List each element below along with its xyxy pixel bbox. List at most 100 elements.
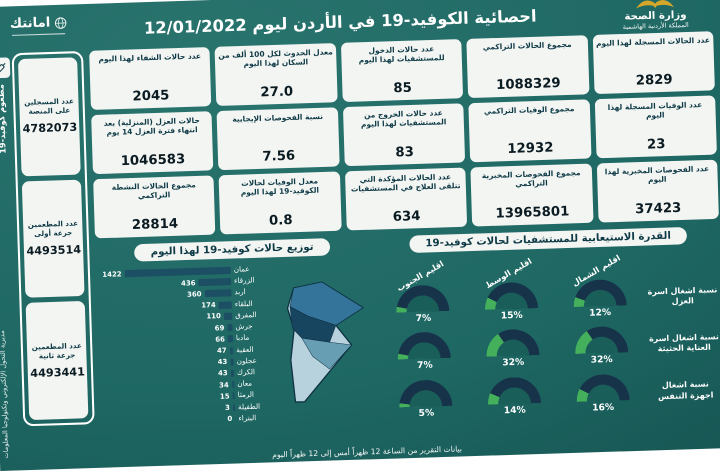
stat-card: عدد الوفيات المسجلة لهذا اليوم 23: [594, 95, 717, 158]
stat-value: 12932: [507, 140, 554, 157]
gauge-value: 32%: [502, 358, 524, 369]
stat-value: 28814: [132, 216, 179, 233]
gauge: 12%: [555, 275, 645, 323]
stat-card: معدل الوفيات لحالات الكوفيد-19 لهذا اليو…: [219, 172, 342, 235]
bar-label: جرش: [232, 323, 273, 331]
bar-value: 34: [219, 381, 229, 389]
gauge-value: 5%: [418, 408, 434, 419]
vaccination-item: عدد المطعمين جرعة ثانية 4493441: [26, 301, 88, 420]
gauge: 5%: [381, 375, 471, 423]
gauge-row-label: نسبة اشغال اسرة العناية الحثيثة: [645, 320, 720, 368]
stat-value: 83: [395, 145, 414, 161]
bar: [228, 335, 233, 342]
gauge-value: 12%: [589, 308, 611, 319]
bar-value: 3: [225, 404, 230, 412]
stat-value: 1088329: [496, 76, 561, 93]
bar-value: 43: [218, 369, 228, 377]
bar: [230, 358, 233, 365]
stat-value: 27.0: [260, 84, 293, 100]
stat-label: مجموع الحالات النشطة التراكمي: [96, 180, 211, 202]
bar-label: عجلون: [233, 357, 274, 365]
stat-label: عدد الفحوصات المخبرية لهذا اليوم: [600, 164, 715, 186]
vaccination-value: 4493441: [30, 365, 85, 380]
region-header: اقليم الوسط: [466, 252, 555, 279]
stat-value: 1046583: [120, 152, 185, 169]
gauge-row-label: نسبة اشغال اجهزة التنفس: [646, 367, 720, 415]
gauge-value: 7%: [417, 361, 433, 372]
stat-label: عدد حالات الشفاء لهذا اليوم: [98, 51, 201, 64]
stat-value: 634: [393, 209, 421, 225]
vaccination-label: عدد المطعمين جرعة أولى: [26, 219, 81, 239]
gauge-value: 14%: [504, 405, 526, 416]
vaccination-item: عدد المطعمين جرعة أولى 4493514: [22, 179, 84, 298]
stat-card: عدد حالات الدخول للمستشفيات لهذا اليوم 85: [341, 39, 464, 102]
bar: [230, 347, 234, 354]
bar-label: مادبا: [233, 334, 274, 342]
gauge: 32%: [556, 322, 646, 370]
stat-label: عدد الحالات المؤكدة التي تتلقى العلاج في…: [348, 172, 463, 194]
bar: [233, 404, 235, 411]
stat-value: 85: [393, 80, 412, 96]
bar-value: 43: [218, 358, 228, 366]
vaccination-value: 4782073: [22, 121, 77, 136]
vaccination-tag-label: مطعوم كوفيد-19: [0, 84, 8, 154]
vaccination-value: 4493514: [26, 243, 81, 258]
distribution-title: توزيع حالات كوفيد-19 لهذا اليوم: [134, 238, 330, 261]
stat-value: 2829: [636, 72, 673, 88]
bar-value: 110: [206, 312, 221, 321]
bottom-row: القدرة الاستيعابية للمستشفيات لحالات كوف…: [95, 226, 720, 432]
stat-label: عدد الوفيات المسجلة لهذا اليوم: [598, 100, 713, 122]
region-header: اقليم الجنوب: [377, 254, 466, 281]
bar-label: الطفيلة: [235, 403, 276, 411]
bar-value: 1422: [102, 270, 122, 279]
stat-card: معدل الحدوث لكل 100 ألف من السكان لهذا ا…: [215, 43, 338, 106]
stat-value: 0.8: [269, 213, 293, 229]
bar-value: 174: [201, 301, 216, 310]
bar-value: 0: [227, 415, 232, 423]
vaccination-panel: عدد المسجلين على المنصة 4782073 عدد المط…: [0, 49, 95, 435]
gauge-row-label: نسبة اشغال اسرة العزل: [643, 273, 720, 321]
footer-note: بيانات التقرير من الساعة 12 ظهراً أمس إل…: [0, 436, 720, 468]
stat-label: عدد حالات الدخول للمستشفيات لهذا اليوم: [344, 43, 459, 65]
globe-icon: [54, 16, 67, 29]
logo-divider: [12, 33, 65, 36]
hospital-capacity-section: القدرة الاستيعابية للمستشفيات لحالات كوف…: [377, 226, 720, 423]
bar-label: الكرك: [234, 368, 275, 376]
region-header: اقليم الشمال: [554, 249, 643, 276]
gauge: 32%: [468, 325, 558, 373]
gauge-value: 16%: [592, 403, 614, 414]
bar-label: معان: [234, 380, 275, 388]
stat-label: معدل الوفيات لحالات الكوفيد-19 لهذا اليو…: [222, 176, 337, 198]
stat-label: مجموع الحالات التراكمي: [483, 40, 572, 52]
jordan-map: [275, 265, 374, 419]
bar-value: 47: [217, 347, 227, 355]
stat-label: عدد حالات الخروج من المستشفيات لهذا اليو…: [346, 107, 461, 129]
page-title: احصائية الكوفيد-19 في الأردن ليوم 12/01/…: [78, 0, 603, 40]
stat-card: مجموع الحالات التراكمي 1088329: [467, 35, 590, 98]
bar: [232, 381, 235, 388]
stat-label: نسبة الفحوصات الإيجابية: [232, 112, 323, 124]
map-container: [273, 257, 374, 426]
title-text: احصائية الكوفيد-19 في الأردن ليوم: [252, 6, 537, 34]
stat-value: 23: [647, 137, 666, 153]
bar: [204, 290, 231, 298]
bar-value: 66: [215, 335, 225, 343]
gauge-value: 7%: [415, 314, 431, 325]
bar-label: البلقاء: [232, 300, 273, 308]
bar: [227, 324, 232, 331]
bar: [219, 301, 232, 309]
bar: [233, 393, 235, 400]
